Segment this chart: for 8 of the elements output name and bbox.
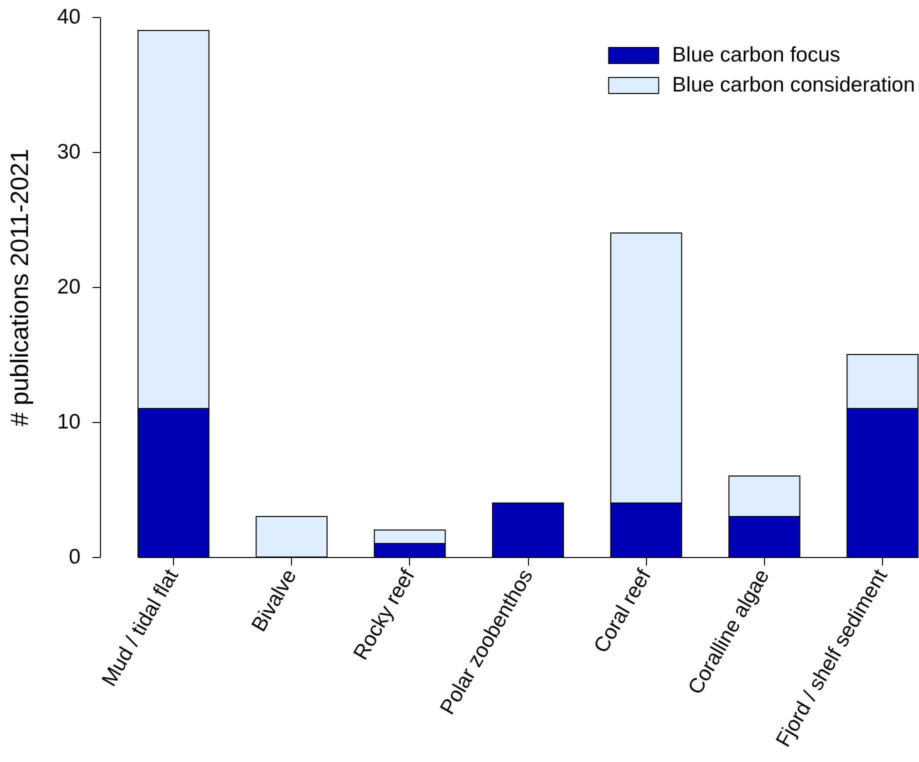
y-axis-title: # publications 2011-2021 [6,148,34,426]
y-tick-label: 30 [57,140,80,164]
y-tick-label: 10 [57,410,80,434]
y-tick-label: 40 [57,6,80,28]
y-tick-label: 20 [57,276,80,298]
legend-label: Blue carbon focus [672,44,840,66]
legend-label: Blue carbon consideration [672,74,916,96]
y-tick-label: 0 [68,546,80,568]
